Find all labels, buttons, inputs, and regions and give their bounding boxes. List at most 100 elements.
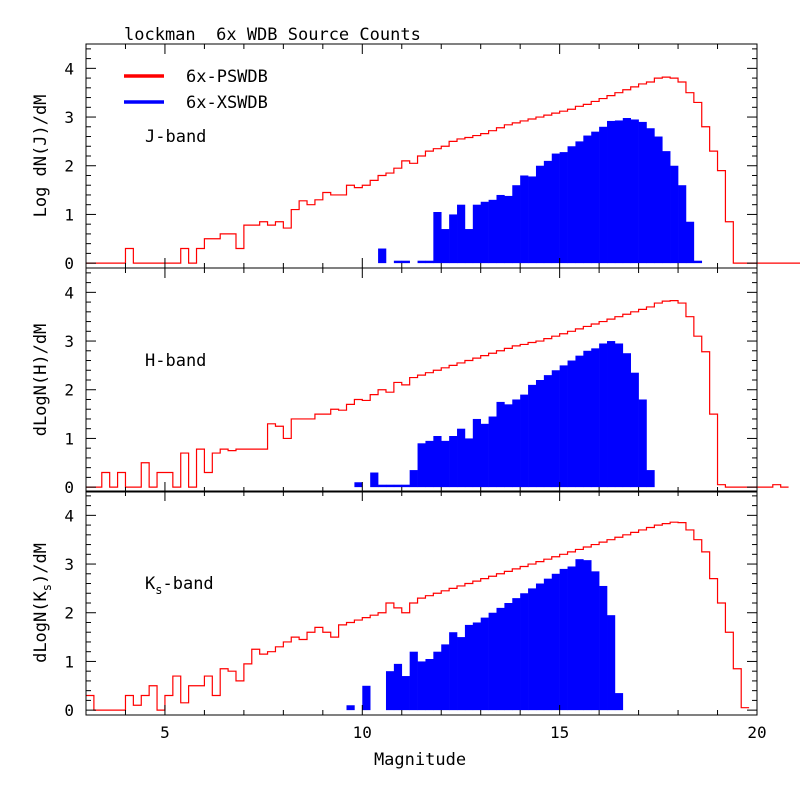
xswdb-bar (607, 120, 616, 264)
xswdb-bar (614, 693, 624, 711)
xswdb-bar (630, 372, 639, 488)
xswdb-bar (472, 418, 482, 488)
xswdb-bar (504, 195, 513, 264)
xswdb-bar (449, 632, 458, 711)
xswdb-bar (543, 375, 553, 488)
xswdb-bar (567, 360, 576, 488)
xswdb-bar (646, 128, 655, 264)
xswdb-bar (670, 165, 679, 264)
xswdb-bar (433, 651, 442, 711)
pswdb-step-line (86, 300, 789, 488)
xswdb-bar (457, 428, 466, 488)
xswdb-bar (433, 212, 442, 264)
xswdb-bar (567, 146, 576, 264)
xswdb-bar (622, 353, 631, 488)
xswdb-bar (583, 135, 592, 264)
xswdb-bar (409, 651, 418, 711)
xswdb-bar (535, 165, 545, 264)
x-tick-label: 10 (353, 723, 372, 742)
xswdb-bar (441, 644, 450, 711)
pswdb-step-line (86, 521, 750, 711)
xswdb-bar (449, 436, 458, 488)
pswdb-step-line (86, 76, 800, 264)
xswdb-bar (520, 394, 529, 488)
xswdb-bar (417, 661, 426, 711)
xswdb-bar (685, 221, 695, 264)
xswdb-bar (583, 560, 592, 711)
xswdb-bar (543, 578, 553, 711)
xswdb-bar (535, 583, 545, 711)
xswdb-bar (385, 671, 395, 711)
xswdb-bar (512, 598, 521, 711)
y-tick-label: 1 (64, 205, 74, 224)
xswdb-bar (464, 438, 474, 488)
x-axis-label: Magnitude (374, 750, 466, 770)
xswdb-bar (480, 201, 489, 264)
xswdb-bar (393, 484, 403, 488)
xswdb-bar (575, 141, 584, 264)
xswdb-bar (488, 612, 497, 711)
xswdb-bar (591, 571, 600, 711)
xswdb-bar (528, 588, 537, 711)
xswdb-bar (496, 607, 505, 711)
xswdb-bar (614, 343, 624, 488)
xswdb-bar (504, 603, 513, 711)
xswdb-bar (425, 260, 434, 264)
xswdb-bar (472, 622, 482, 711)
panel-2: 0 1 2 3 4 H-band dLogN(H)/dM (31, 267, 789, 497)
panels-group: 0 1 2 3 4 J-band Log dN(J)/dM 0 1 2 3 4 H-band dLogN(… (31, 43, 800, 720)
y-tick-label: 4 (64, 283, 74, 302)
y-tick-label: 3 (64, 108, 74, 127)
xswdb-bar (425, 440, 434, 488)
panel-1: 0 1 2 3 4 J-band Log dN(J)/dM (31, 43, 800, 273)
xswdb-bar (591, 348, 600, 488)
xswdb-bar (417, 260, 426, 264)
xswdb-bar (417, 443, 426, 488)
xswdb-bar (401, 260, 410, 264)
chart-title: lockman 6x WDB Source Counts (124, 25, 421, 45)
x-tick-label: 5 (160, 723, 170, 742)
xswdb-bar (559, 152, 568, 264)
xswdb-bar (528, 384, 537, 488)
band-label: H-band (145, 351, 206, 371)
xswdb-bar (614, 120, 624, 264)
xswdb-bar (496, 194, 505, 264)
band-label: J-band (145, 127, 206, 147)
xswdb-bar (457, 204, 466, 264)
xswdb-bar (504, 404, 513, 488)
xswdb-bar (599, 343, 608, 488)
xswdb-bar (472, 204, 482, 264)
xswdb-bar (638, 399, 647, 488)
y-tick-label: 2 (64, 604, 74, 623)
xswdb-bar (464, 229, 474, 264)
xswdb-bar (441, 229, 450, 264)
xswdb-bar (480, 423, 489, 488)
xswdb-bar (543, 160, 553, 264)
y-tick-label: 0 (64, 478, 74, 497)
xswdb-bar (678, 185, 687, 264)
xswdb-bar (378, 248, 387, 264)
x-tick-label: 15 (550, 723, 569, 742)
xswdb-bar (575, 355, 584, 488)
y-tick-label: 4 (64, 506, 74, 525)
y-axis-label: Log dN(J)/dM (31, 95, 51, 218)
xswdb-bar (646, 470, 655, 488)
xswdb-bar (441, 440, 450, 488)
xswdb-bar (512, 399, 521, 488)
xswdb-bar (638, 121, 647, 264)
xswdb-bar (599, 126, 608, 264)
y-tick-label: 3 (64, 332, 74, 351)
xswdb-bar (464, 624, 474, 711)
xswdb-bar (654, 136, 663, 264)
xswdb-bar (488, 199, 497, 264)
xswdb-bar (378, 484, 387, 488)
xswdb-bar (551, 370, 560, 488)
band-label: Ks-band (145, 574, 214, 597)
xswdb-bar (693, 260, 703, 264)
xswdb-bar (528, 176, 537, 264)
xswdb-bar (583, 350, 592, 488)
xswdb-bar (520, 175, 529, 264)
xswdb-bar (575, 559, 584, 711)
y-tick-label: 0 (64, 701, 74, 720)
